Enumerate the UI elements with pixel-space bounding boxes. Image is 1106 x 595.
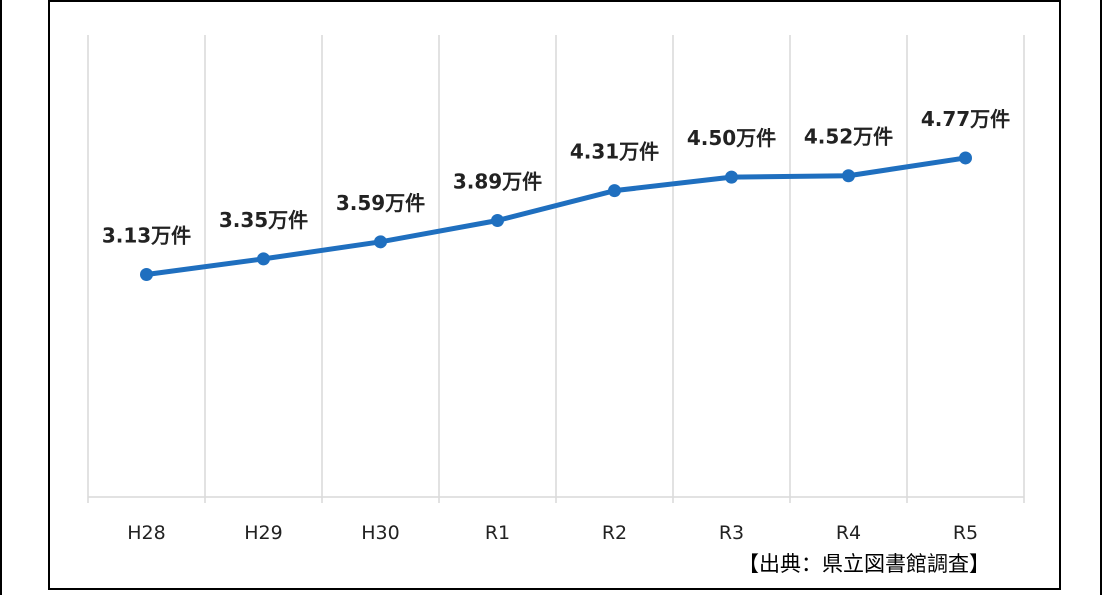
data-label: 4.77万件 [921,107,1010,131]
data-label: 3.13万件 [102,224,191,248]
data-point [257,252,270,266]
chart-frame [48,0,1061,590]
data-point [374,235,387,249]
data-label: 3.89万件 [453,170,542,194]
x-tick-label: H30 [361,522,399,544]
series [140,151,972,282]
data-label: 3.59万件 [336,191,425,215]
source-note: 【出典：県立図書館調査】 [738,552,990,576]
x-tick-label: R5 [953,522,978,544]
data-label: 4.31万件 [570,140,659,164]
data-label: 4.50万件 [687,126,776,150]
series-line [144,155,968,278]
x-tick-label: R2 [602,522,627,544]
outer-border-right [1100,0,1102,595]
x-tick-labels: H28 H29 H30 R1 R2 R3 R4 R5 [127,522,978,544]
outer-border-left [0,0,2,595]
x-tick-label: R1 [485,522,510,544]
x-tick-label: R3 [719,522,744,544]
x-tick-label: H29 [244,522,282,544]
data-point [842,169,855,183]
x-tick-label: H28 [127,522,165,544]
data-point [608,184,621,198]
data-label: 3.35万件 [219,208,308,232]
x-tick-label: R4 [836,522,861,544]
data-point [959,151,972,165]
gridlines [87,35,1025,503]
data-point [725,170,738,184]
data-label: 4.52万件 [804,125,893,149]
data-labels: 3.13万件 3.35万件 3.59万件 3.89万件 4.31万件 4.50万件 4.52… [102,107,1010,248]
data-point [140,268,153,282]
data-point [491,214,504,228]
